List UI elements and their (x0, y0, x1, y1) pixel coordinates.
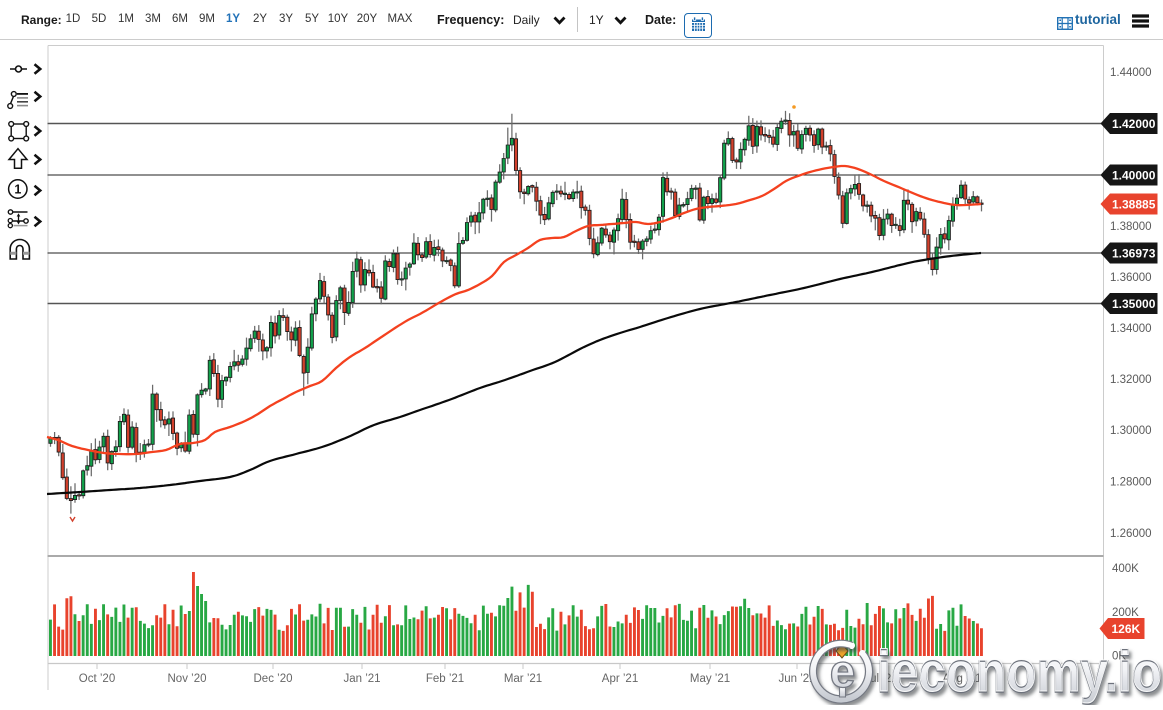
svg-text:1.26000: 1.26000 (1110, 528, 1152, 540)
svg-text:400K: 400K (1112, 563, 1139, 575)
svg-text:Dec ’20: Dec ’20 (254, 673, 293, 685)
svg-text:ieconomy.io: ieconomy.io (877, 639, 1162, 704)
svg-text:1.44000: 1.44000 (1110, 67, 1152, 79)
svg-text:1.32000: 1.32000 (1110, 374, 1152, 386)
svg-text:1.34000: 1.34000 (1110, 323, 1152, 335)
svg-text:ieconomy.io: ieconomy.io (877, 640, 1162, 705)
svg-text:Aug ’21: Aug ’21 (942, 673, 981, 685)
svg-text:0K: 0K (1112, 651, 1126, 663)
svg-text:1.35000: 1.35000 (1112, 297, 1156, 311)
svg-text:1.38885: 1.38885 (1112, 197, 1156, 211)
svg-text:126K: 126K (1112, 622, 1141, 636)
svg-text:Jan ’21: Jan ’21 (343, 673, 380, 685)
svg-text:Feb ’21: Feb ’21 (426, 673, 464, 685)
svg-text:1.42000: 1.42000 (1112, 117, 1156, 131)
svg-text:200K: 200K (1112, 607, 1139, 619)
svg-text:Jun ’21: Jun ’21 (778, 673, 815, 685)
svg-text:1.30000: 1.30000 (1110, 425, 1152, 437)
svg-text:e: e (830, 645, 856, 697)
svg-text:1.38000: 1.38000 (1110, 221, 1152, 233)
svg-text:1.40000: 1.40000 (1112, 168, 1156, 182)
svg-text:Apr ’21: Apr ’21 (602, 673, 638, 685)
svg-text:Mar ’21: Mar ’21 (504, 673, 542, 685)
svg-text:Nov ’20: Nov ’20 (168, 673, 207, 685)
svg-text:Oct ’20: Oct ’20 (79, 673, 115, 685)
svg-text:1: 1 (14, 183, 21, 197)
svg-text:1.36000: 1.36000 (1110, 272, 1152, 284)
svg-text:1.28000: 1.28000 (1110, 477, 1152, 489)
svg-text:1.36973: 1.36973 (1112, 246, 1156, 260)
svg-text:May ’21: May ’21 (690, 673, 730, 685)
